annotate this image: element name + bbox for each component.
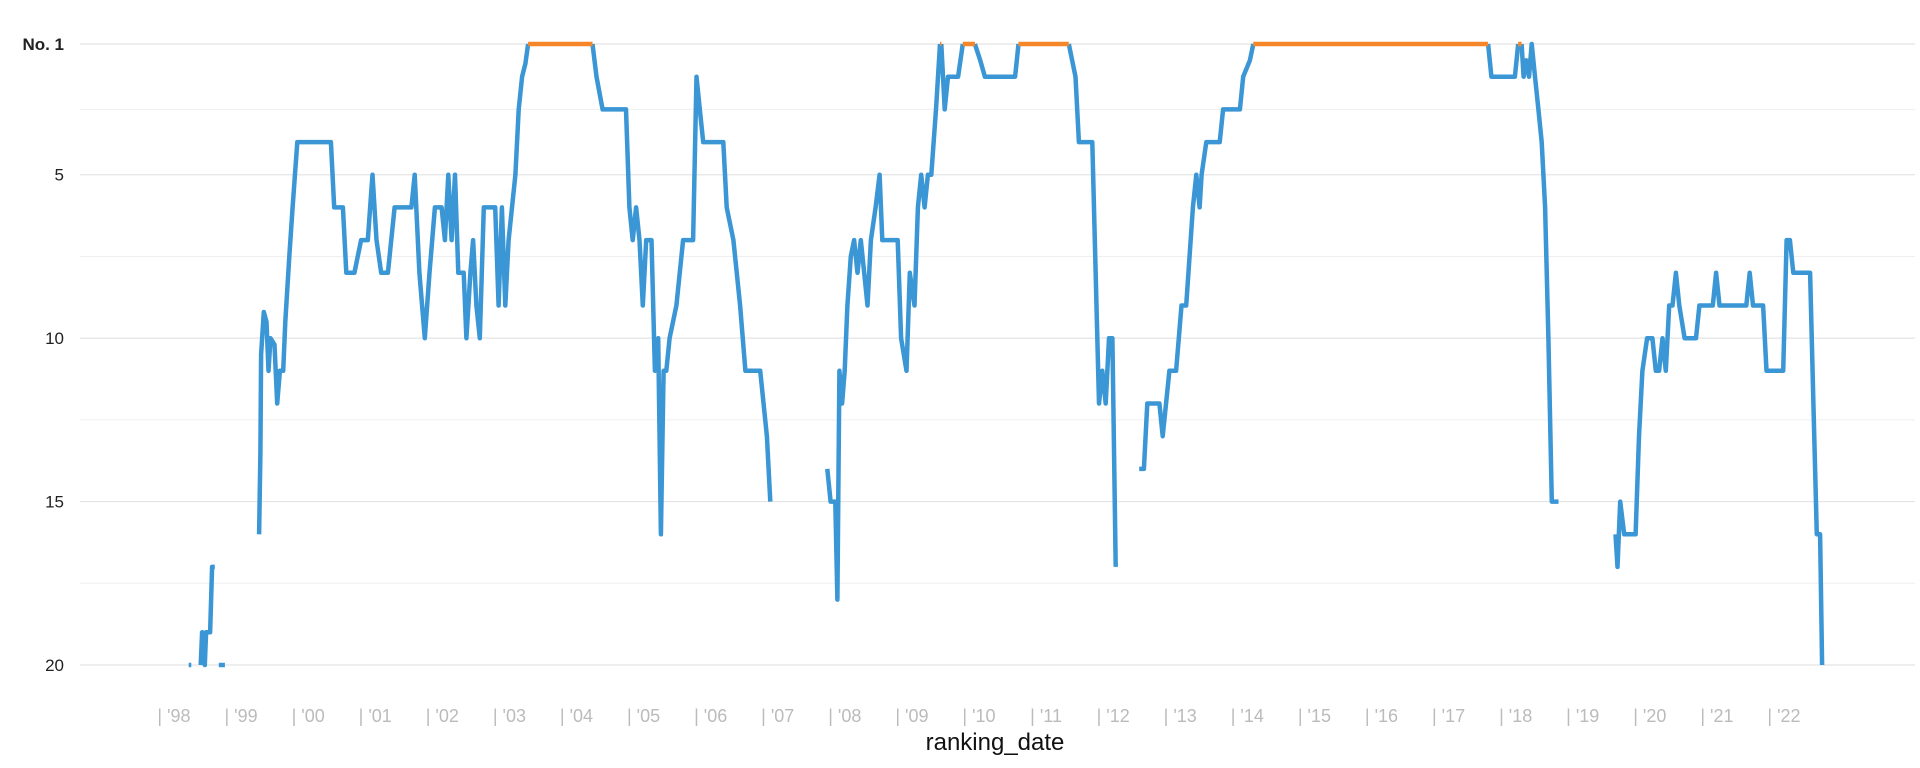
x-tick-label: | '07 [761, 706, 794, 726]
y-tick-label: No. 1 [22, 35, 64, 54]
x-tick-label: | '98 [157, 706, 190, 726]
ranking-line-segment [198, 564, 215, 668]
x-tick-label: | '21 [1700, 706, 1733, 726]
x-axis-title: ranking_date [926, 729, 1065, 756]
ranking-line-segment [972, 43, 1021, 79]
x-tick-label: | '09 [895, 706, 928, 726]
x-tick-label: | '13 [1164, 706, 1197, 726]
plot-lines [188, 41, 1825, 668]
ranking-line-segment [1485, 43, 1521, 79]
ranking-line-segment [825, 43, 943, 602]
x-tick-label: | '99 [225, 706, 258, 726]
ranking-line-segment [256, 43, 531, 535]
ranking-line-segment [1613, 237, 1825, 666]
y-tick-label: 20 [45, 656, 64, 675]
x-tick-label: | '12 [1097, 706, 1130, 726]
x-tick-label: | '03 [493, 706, 526, 726]
ranking-line-segment [1066, 43, 1118, 567]
x-tick-label: | '11 [1030, 706, 1062, 726]
y-axis: No. 1 5 10 15 20 [22, 35, 64, 675]
x-tick-label: | '22 [1767, 706, 1800, 726]
x-tick-label: | '02 [426, 706, 459, 726]
y-tick-label: 15 [45, 493, 64, 512]
x-tick-label: | '15 [1298, 706, 1331, 726]
x-tick-label: | '14 [1231, 706, 1264, 726]
x-tick-label: | '06 [694, 706, 727, 726]
x-tick-label: | '05 [627, 706, 660, 726]
x-tick-label: | '17 [1432, 706, 1465, 726]
x-tick-label: | '20 [1633, 706, 1666, 726]
y-tick-label: 10 [45, 329, 64, 348]
x-tick-label: | '10 [962, 706, 995, 726]
ranking-line-segment [1519, 41, 1559, 504]
ranking-line-segment [590, 43, 773, 537]
x-tick-label: | '19 [1566, 706, 1599, 726]
x-tick-label: | '01 [359, 706, 392, 726]
ranking-line-segment [1139, 43, 1256, 472]
ranking-line-segment [939, 43, 966, 112]
gridlines [80, 43, 1915, 666]
x-axis: | '98 | '99 | '00 | '01 | '02 | '03 | '04 | '05… [157, 706, 1800, 726]
x-tick-label: | '04 [560, 706, 593, 726]
x-tick-label: | '00 [292, 706, 325, 726]
x-tick-label: | '08 [828, 706, 861, 726]
y-tick-label: 5 [55, 166, 64, 185]
x-tick-label: | '18 [1499, 706, 1532, 726]
x-tick-label: | '16 [1365, 706, 1398, 726]
